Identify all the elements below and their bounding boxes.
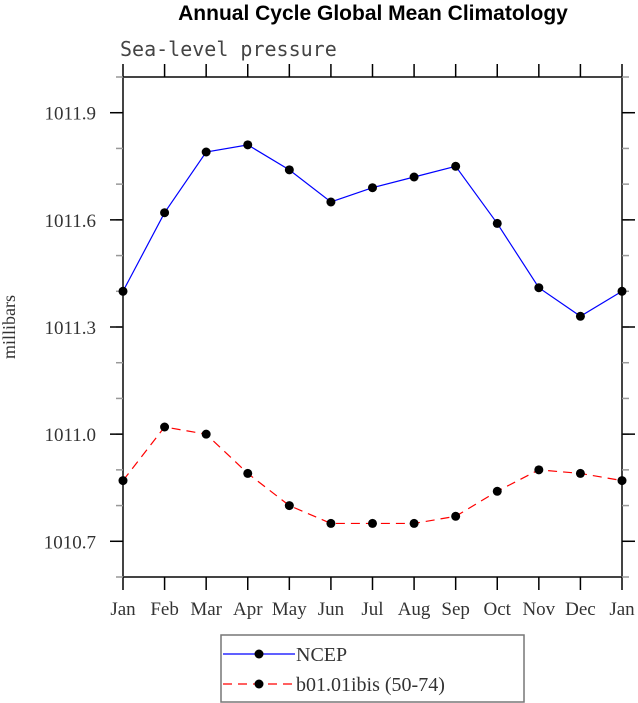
- legend-label-b01: b01.01ibis (50-74): [296, 674, 445, 696]
- x-tick-label: Jun: [318, 599, 345, 620]
- y-tick-label: 1011.9: [44, 104, 96, 125]
- series-line-ncep: [122, 144, 623, 317]
- data-point: [368, 518, 377, 528]
- chart-subtitle: Sea-level pressure: [120, 37, 337, 61]
- x-tick-label: Aug: [398, 599, 431, 620]
- data-point: [243, 468, 253, 478]
- data-point: [451, 511, 461, 521]
- legend-marker-b01: [254, 679, 264, 689]
- data-point: [118, 476, 128, 486]
- data-point: [160, 208, 170, 218]
- data-point: [534, 283, 544, 293]
- chart-title: Annual Cycle Global Mean Climatology: [178, 2, 568, 25]
- data-point: [326, 197, 336, 207]
- plot-frame: [122, 76, 623, 578]
- data-point: [617, 476, 627, 486]
- x-tick-label: Feb: [150, 599, 179, 620]
- data-point: [201, 147, 211, 157]
- x-tick-label: Dec: [565, 599, 596, 620]
- data-point: [492, 486, 502, 496]
- x-tick-label: May: [272, 599, 307, 620]
- x-tick-label: Mar: [190, 599, 222, 620]
- x-tick-label: Jul: [361, 599, 383, 620]
- legend-label-ncep: NCEP: [296, 644, 347, 666]
- data-point: [409, 518, 419, 528]
- axes: Jan Feb Mar Apr May Jun Jul Aug Sep Oct Nov Dec Jan 1…: [44, 64, 635, 620]
- y-axis-label: millibars: [0, 295, 19, 359]
- x-tick-label: Sep: [441, 599, 470, 620]
- x-tick-label: Apr: [233, 599, 263, 620]
- x-tick-label: Jan: [110, 599, 136, 620]
- data-point: [326, 518, 336, 528]
- x-tick-label: Oct: [484, 599, 512, 620]
- y-tick-label: 1011.6: [44, 211, 96, 232]
- x-tick-label: Jan: [609, 599, 635, 620]
- data-point: [409, 172, 419, 182]
- data-point: [368, 183, 377, 193]
- data-point: [284, 165, 294, 175]
- legend: NCEP b01.01ibis (50-74): [220, 634, 525, 703]
- data-point: [118, 286, 128, 296]
- legend-box: [220, 634, 525, 703]
- data-point: [201, 429, 211, 439]
- data-point: [534, 465, 544, 475]
- legend-marker-ncep: [254, 649, 264, 659]
- data-point: [284, 501, 294, 511]
- data-point: [243, 140, 253, 150]
- data-point: [451, 161, 461, 171]
- series-line-b01: [122, 426, 623, 525]
- y-tick-label: 1011.3: [44, 318, 96, 339]
- x-tick-label: Nov: [522, 599, 555, 620]
- data-point: [575, 468, 585, 478]
- data-point: [575, 311, 585, 321]
- data-point: [492, 218, 502, 228]
- data-point: [160, 422, 170, 432]
- series-group: [118, 140, 627, 528]
- y-tick-label: 1011.0: [44, 425, 96, 446]
- y-tick-label: 1010.7: [44, 532, 96, 553]
- data-point: [617, 286, 627, 296]
